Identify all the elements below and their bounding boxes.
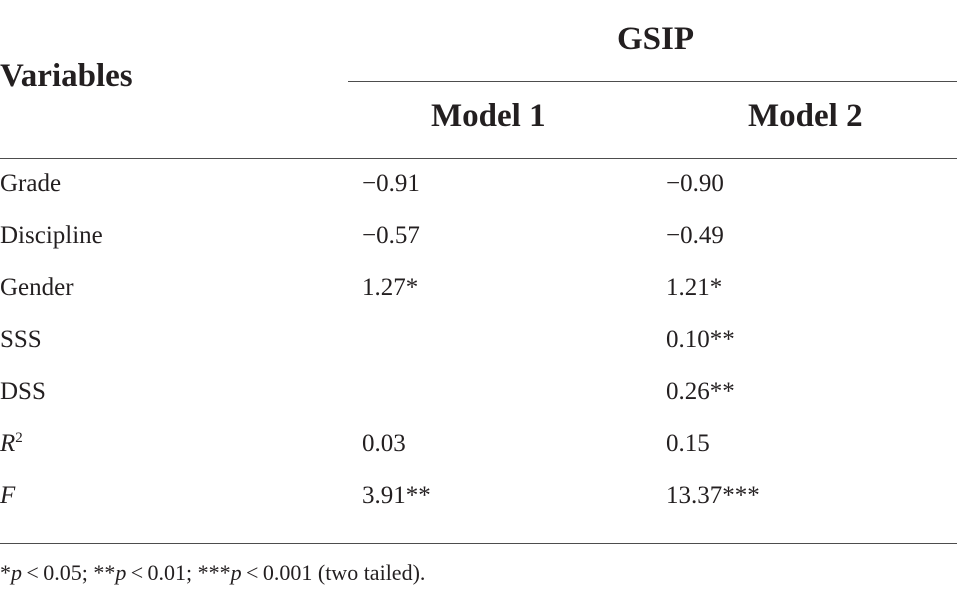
footnote-text-3: < 0.001 (two tailed). xyxy=(241,560,426,585)
model1-cell: −0.57 xyxy=(362,222,420,249)
header-bottom-rule xyxy=(0,158,957,159)
row-label: Discipline xyxy=(0,222,103,249)
row-label: DSS xyxy=(0,378,46,405)
model2-cell: −0.49 xyxy=(666,222,724,249)
model2-cell: 0.26** xyxy=(666,378,735,405)
footnote-p: p xyxy=(230,560,242,585)
footnote: *p < 0.05; **p < 0.01; ***p < 0.001 (two… xyxy=(0,560,425,586)
row-label: F xyxy=(0,482,15,510)
footnote-text-1: < 0.05; ** xyxy=(22,560,116,585)
row-label: R2 xyxy=(0,430,23,458)
r-symbol: R xyxy=(0,430,16,457)
header-model-2: Model 2 xyxy=(748,98,863,134)
f-symbol: F xyxy=(0,482,16,509)
table-bottom-rule xyxy=(0,543,957,544)
header-variables: Variables xyxy=(0,58,133,94)
footnote-p: p xyxy=(115,560,127,585)
r-superscript: 2 xyxy=(15,430,23,446)
model1-cell: 1.27* xyxy=(362,274,419,301)
model2-cell: 13.37*** xyxy=(666,482,760,509)
gsip-underline xyxy=(348,81,957,82)
row-label: Gender xyxy=(0,274,74,301)
model1-cell: −0.91 xyxy=(362,170,420,197)
model2-cell: 1.21* xyxy=(666,274,723,301)
header-gsip: GSIP xyxy=(617,21,695,57)
model2-cell: −0.90 xyxy=(666,170,724,197)
model2-cell: 0.15 xyxy=(666,430,710,457)
model2-cell: 0.10** xyxy=(666,326,735,353)
footnote-p: p xyxy=(11,560,22,585)
model1-cell: 3.91** xyxy=(362,482,431,509)
model1-cell: 0.03 xyxy=(362,430,406,457)
row-label: SSS xyxy=(0,326,42,353)
row-label: Grade xyxy=(0,170,62,197)
header-model-1: Model 1 xyxy=(431,98,546,134)
footnote-text-2: < 0.01; *** xyxy=(126,560,231,585)
footnote-star: * xyxy=(0,560,11,585)
